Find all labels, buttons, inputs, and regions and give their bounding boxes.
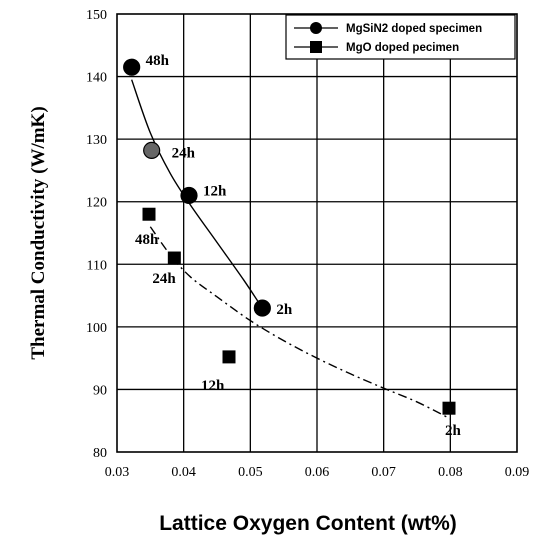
- y-tick-label: 100: [86, 321, 107, 336]
- data-point-circle: [143, 141, 161, 160]
- x-tick-label: 0.09: [505, 465, 530, 480]
- data-point-circle: [123, 58, 141, 76]
- data-point-label: 12h: [203, 183, 227, 199]
- data-point-label: 12h: [201, 378, 225, 394]
- x-axis-label: Lattice Oxygen Content (wt%): [159, 512, 457, 535]
- legend-label-mgo: MgO doped pecimen: [346, 42, 459, 54]
- x-tick-label: 0.03: [105, 465, 130, 480]
- trend-line-mgsin2: [131, 79, 263, 309]
- x-axis-ticks: 0.03 0.04 0.05 0.06 0.07 0.08 0.09: [105, 465, 530, 480]
- legend-marker-circle: [310, 22, 322, 34]
- data-point-square: [142, 207, 156, 221]
- y-tick-label: 150: [86, 8, 107, 23]
- legend-marker-square: [310, 41, 322, 53]
- data-point-label: 48h: [135, 232, 159, 248]
- x-tick-label: 0.07: [371, 465, 396, 480]
- data-point-label: 2h: [276, 302, 293, 318]
- data-point-circle: [180, 186, 198, 205]
- legend: MgSiN2 doped specimen MgO doped pecimen: [285, 14, 516, 60]
- y-tick-label: 130: [86, 133, 107, 148]
- data-point-square: [167, 251, 181, 265]
- data-point-label: 24h: [172, 145, 196, 161]
- point-labels: 48h 24h 12h 2h 48h 24h 12h 2h: [135, 53, 462, 439]
- y-tick-label: 110: [87, 258, 107, 273]
- y-tick-label: 90: [93, 383, 107, 398]
- y-tick-label: 120: [86, 196, 107, 211]
- data-markers: [123, 58, 456, 415]
- x-tick-label: 0.04: [171, 465, 196, 480]
- trend-line-mgo: [149, 226, 451, 420]
- x-tick-label: 0.06: [305, 465, 330, 480]
- y-axis-ticks: 80 90 100 110 120 130 140 150: [86, 8, 107, 461]
- trend-lines: [131, 79, 451, 420]
- plot-grid: [117, 14, 517, 452]
- x-tick-label: 0.05: [238, 465, 263, 480]
- data-point-label: 24h: [152, 271, 176, 287]
- plot-frame: [116, 13, 518, 453]
- y-tick-label: 80: [93, 446, 107, 461]
- data-point-square: [442, 401, 456, 415]
- data-point-circle: [253, 299, 271, 317]
- legend-label-mgsin2: MgSiN2 doped specimen: [346, 23, 482, 35]
- y-axis-label: Thermal Conductivity (W/mK): [28, 106, 49, 359]
- data-point-square: [222, 350, 236, 364]
- x-tick-label: 0.08: [438, 465, 463, 480]
- legend-box: [285, 14, 516, 60]
- y-tick-label: 140: [86, 71, 107, 86]
- data-point-label: 2h: [445, 423, 462, 439]
- data-point-label: 48h: [146, 53, 170, 69]
